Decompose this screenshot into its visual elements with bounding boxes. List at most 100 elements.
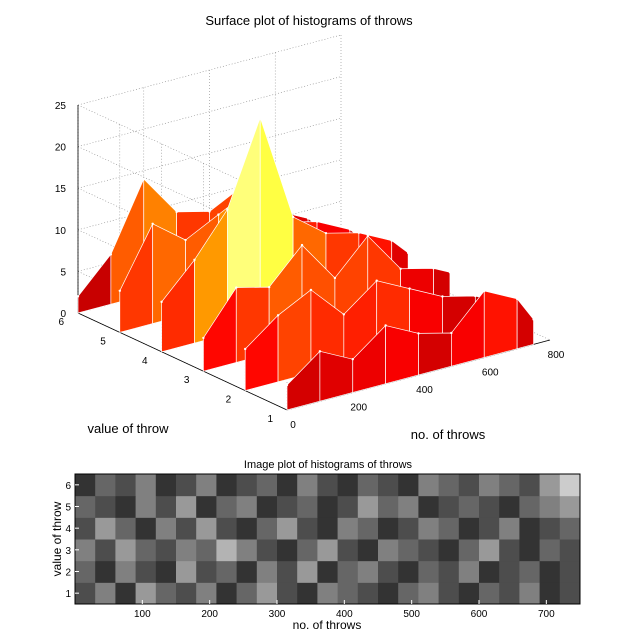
- image-cell: [378, 560, 399, 583]
- image-cell: [297, 539, 318, 562]
- surface-point: [348, 228, 352, 231]
- image-cell: [297, 517, 318, 540]
- surface-point: [408, 287, 411, 290]
- image-cell: [418, 539, 440, 562]
- image-cell: [479, 560, 500, 583]
- image-cell: [398, 517, 419, 540]
- image-cell: [176, 495, 197, 518]
- image-cell: [115, 539, 137, 562]
- surface-x-tick-label: 800: [548, 350, 565, 361]
- image-cell: [519, 517, 541, 540]
- image-cell: [297, 560, 318, 583]
- image-cell: [95, 582, 116, 605]
- image-cell: [155, 474, 177, 497]
- image-x-tick-label: 400: [336, 609, 353, 620]
- image-cell: [75, 517, 96, 540]
- surface-point: [208, 210, 211, 213]
- surface-point: [309, 288, 313, 292]
- image-cell: [176, 560, 197, 583]
- image-cell: [115, 560, 137, 583]
- surface-point: [267, 285, 271, 289]
- image-x-tick-label: 100: [134, 609, 151, 620]
- image-cell: [337, 582, 359, 605]
- surface-point: [285, 383, 289, 387]
- surface-point: [357, 231, 361, 234]
- image-cell: [155, 560, 177, 583]
- image-cell: [236, 560, 258, 583]
- surface-z-tick-label: 20: [55, 143, 67, 154]
- image-cell: [559, 539, 581, 562]
- image-cell: [317, 560, 339, 583]
- image-cell: [277, 517, 298, 540]
- surface-y-tick-label: 6: [58, 317, 64, 328]
- surface-y-tick-label: 3: [184, 375, 190, 386]
- image-cell: [378, 539, 399, 562]
- image-cell: [196, 539, 217, 562]
- image-cell: [216, 495, 238, 518]
- image-cell: [297, 474, 318, 497]
- surface-point: [151, 222, 154, 226]
- image-cell: [418, 582, 440, 605]
- image-cell: [256, 495, 278, 518]
- image-cell: [539, 517, 561, 540]
- image-cell: [479, 517, 500, 540]
- image-cell: [357, 560, 379, 583]
- surface-y-axis-line: [77, 312, 288, 411]
- surface-point: [375, 279, 378, 282]
- image-cell: [499, 539, 520, 562]
- image-y-tick-label: 1: [65, 589, 71, 600]
- image-cell: [256, 517, 278, 540]
- image-cell: [499, 517, 520, 540]
- image-cell: [438, 539, 460, 562]
- image-cell: [176, 517, 197, 540]
- image-cell: [398, 560, 419, 583]
- image-cell: [499, 582, 520, 605]
- image-cell: [236, 582, 258, 605]
- image-cell: [559, 560, 581, 583]
- surface-point: [306, 217, 310, 220]
- surface-y-tick-label: 4: [142, 356, 148, 367]
- image-cell: [256, 474, 278, 497]
- image-tick-labels: 100 200 300 400 500 600 700 1 2 3 4 5 6: [65, 481, 555, 620]
- image-cell: [277, 474, 298, 497]
- surface-x-tick-label: 600: [482, 368, 499, 379]
- surface-facet: [516, 297, 534, 350]
- image-cell: [398, 474, 419, 497]
- image-cell: [479, 474, 500, 497]
- image-cell: [216, 560, 238, 583]
- surface-y-tick-label: 2: [226, 395, 232, 406]
- surface-point: [532, 318, 535, 321]
- image-cell: [135, 582, 157, 605]
- image-cell: [95, 539, 116, 562]
- image-cell: [438, 560, 460, 583]
- image-cell: [196, 560, 217, 583]
- surface-x-axis-label: no. of throws: [411, 427, 486, 442]
- image-cell: [519, 539, 541, 562]
- image-cell: [115, 517, 137, 540]
- surface-y-tick-label: 5: [100, 336, 106, 347]
- image-cell: [337, 560, 359, 583]
- image-cell: [539, 560, 561, 583]
- surface-point: [202, 336, 205, 340]
- image-cell: [236, 539, 258, 562]
- surface-x-tick-label: 0: [290, 420, 296, 431]
- image-cells: [75, 474, 581, 605]
- surface-point: [390, 239, 393, 242]
- image-cell: [357, 517, 379, 540]
- surface-point: [333, 276, 337, 280]
- surface-z-tick-label: 25: [55, 101, 67, 112]
- surface-x-tick-label: 400: [416, 385, 433, 396]
- image-cell: [256, 560, 278, 583]
- image-cell: [277, 495, 298, 518]
- surface-z-tick-label: 5: [60, 267, 66, 278]
- image-cell: [519, 560, 541, 583]
- image-y-tick-label: 4: [65, 524, 71, 535]
- surface-facet: [77, 253, 112, 314]
- image-cell: [378, 517, 399, 540]
- image-cell: [539, 582, 561, 605]
- image-cell: [337, 495, 359, 518]
- image-cell: [236, 495, 258, 518]
- image-cell: [479, 582, 500, 605]
- surface-z-tick-label: 15: [55, 184, 67, 195]
- image-cell: [317, 539, 339, 562]
